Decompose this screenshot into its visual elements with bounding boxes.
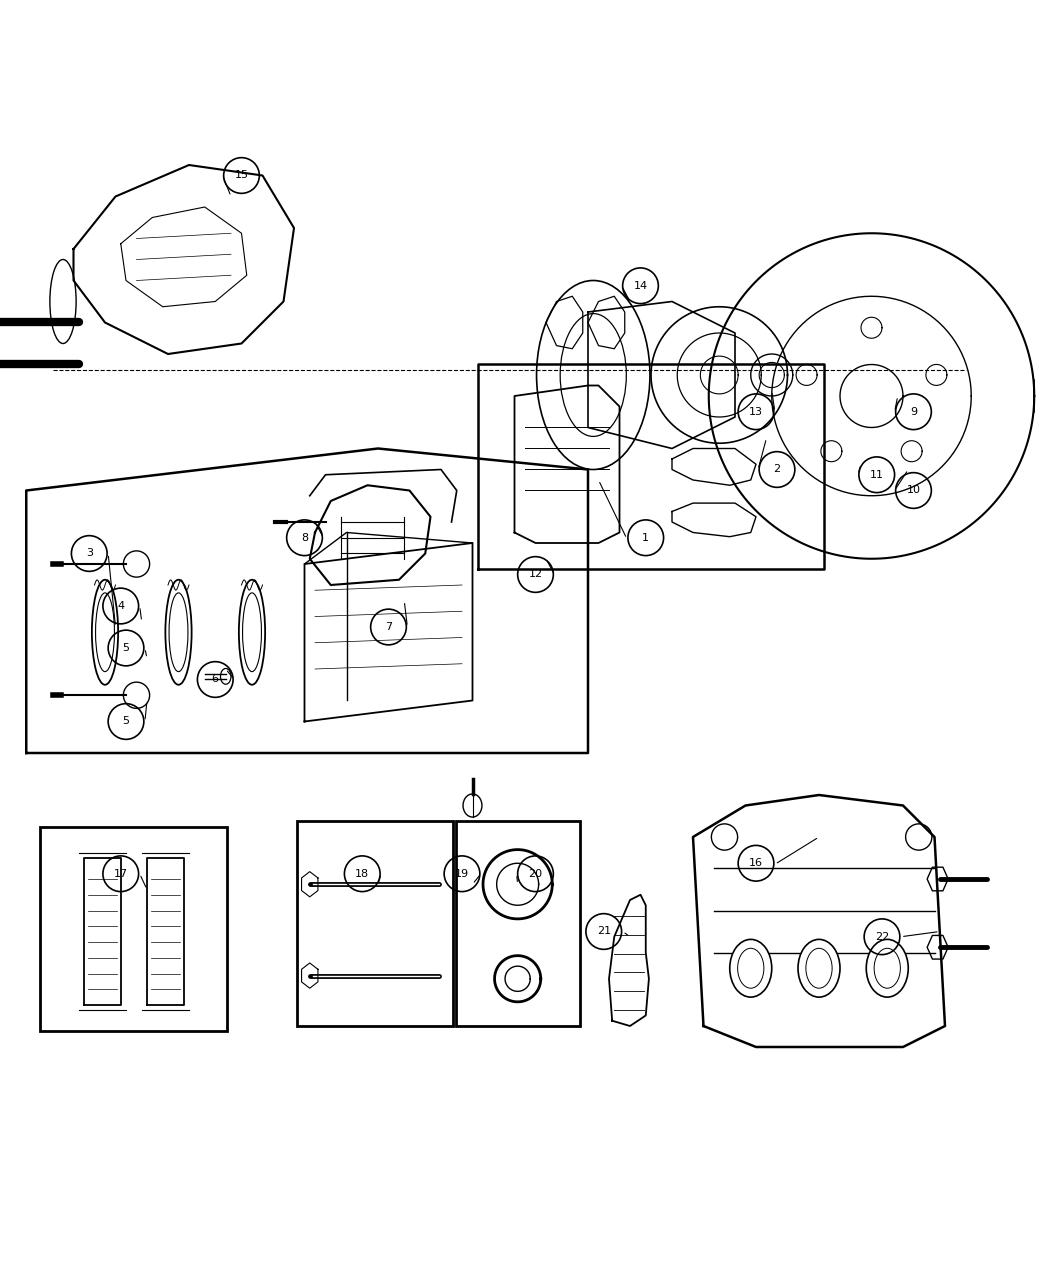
Ellipse shape <box>798 940 840 997</box>
Ellipse shape <box>866 940 908 997</box>
Text: 3: 3 <box>86 548 92 558</box>
Text: 21: 21 <box>596 927 611 937</box>
Text: 4: 4 <box>118 601 124 611</box>
Text: 14: 14 <box>633 280 648 291</box>
Text: 19: 19 <box>455 868 469 878</box>
Text: 20: 20 <box>528 868 543 878</box>
Text: 6: 6 <box>212 674 218 685</box>
Ellipse shape <box>730 940 772 997</box>
Text: 7: 7 <box>385 622 392 632</box>
Text: 12: 12 <box>528 570 543 580</box>
Text: 1: 1 <box>643 533 649 543</box>
Text: 2: 2 <box>774 464 780 474</box>
Text: 5: 5 <box>123 643 129 653</box>
Text: 16: 16 <box>749 858 763 868</box>
Text: 22: 22 <box>875 932 889 942</box>
Text: 18: 18 <box>355 868 370 878</box>
Text: 17: 17 <box>113 868 128 878</box>
Text: 8: 8 <box>301 533 308 543</box>
Text: 15: 15 <box>234 171 249 181</box>
Text: 9: 9 <box>910 407 917 417</box>
Text: 5: 5 <box>123 717 129 727</box>
Text: 13: 13 <box>749 407 763 417</box>
Text: 11: 11 <box>869 469 884 479</box>
Text: 10: 10 <box>906 486 921 496</box>
